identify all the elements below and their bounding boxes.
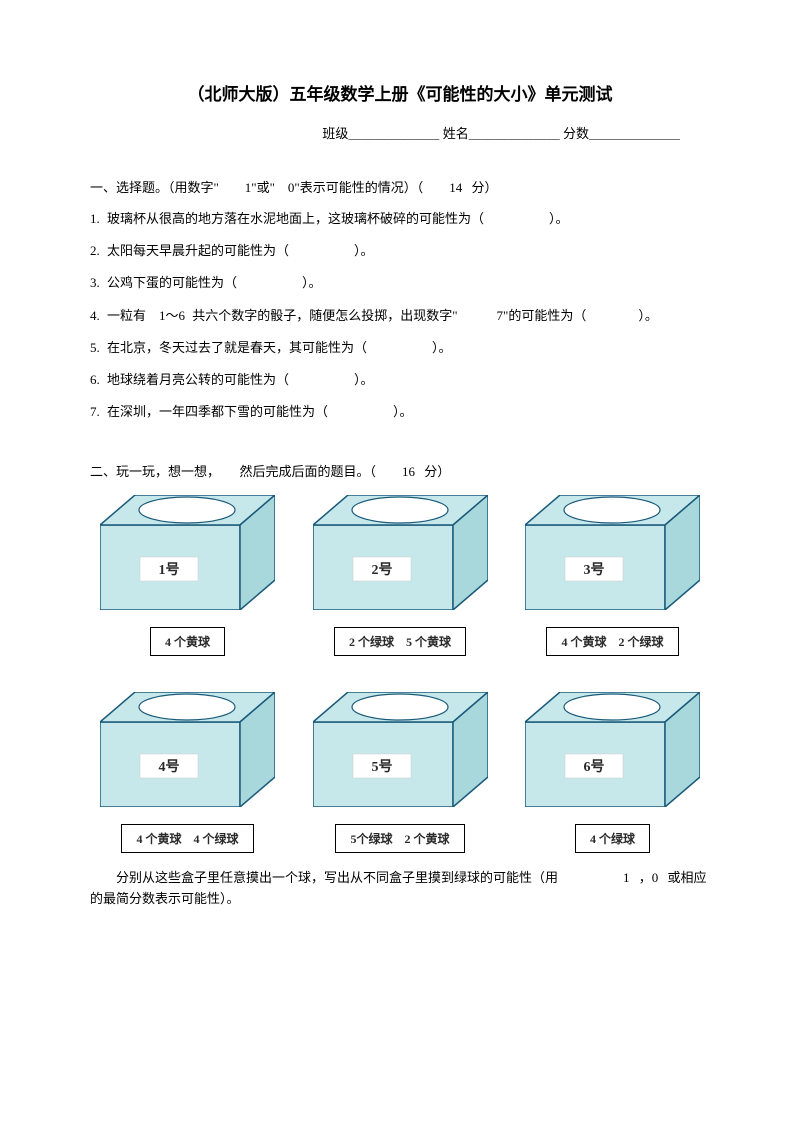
box-icon: 1号 — [100, 495, 275, 610]
boxes-grid: 1号 4 个黄球 2号 2 个绿球 5 个黄球 3号 4 个黄球 2 个绿球 4… — [90, 495, 710, 853]
box-row-2: 4号 4 个黄球 4 个绿球 5号 5个绿球 2 个黄球 6号 4 个绿球 — [90, 692, 710, 853]
box-icon: 5号 — [313, 692, 488, 807]
box-caption: 4 个绿球 — [575, 824, 650, 853]
question-4: 4. 一粒有 1～6 共六个数字的骰子，随便怎么投掷，出现数字" 7"的可能性为… — [90, 307, 710, 325]
section2-heading: 二、玩一玩，想一想， 然后完成后面的题目。（ 16 分） — [90, 461, 710, 480]
question-3: 3. 公鸡下蛋的可能性为（ ）。 — [90, 274, 710, 292]
svg-text:6号: 6号 — [584, 759, 605, 775]
svg-text:1号: 1号 — [159, 562, 180, 578]
svg-text:4号: 4号 — [159, 759, 180, 775]
box-unit: 4号 4 个黄球 4 个绿球 — [100, 692, 275, 853]
box-caption: 4 个黄球 2 个绿球 — [546, 627, 678, 656]
box-caption: 2 个绿球 5 个黄球 — [334, 627, 466, 656]
class-blank[interactable]: ＿＿＿＿＿＿＿ — [348, 123, 439, 142]
header-fields: 班级＿＿＿＿＿＿＿ 姓名＿＿＿＿＿＿＿ 分数＿＿＿＿＿＿＿ — [90, 123, 710, 142]
box-3d: 6号 — [525, 692, 700, 812]
score-label: 分数 — [563, 126, 589, 141]
box-unit: 5号 5个绿球 2 个黄球 — [313, 692, 488, 853]
box-caption: 4 个黄球 4 个绿球 — [121, 824, 253, 853]
box-caption: 5个绿球 2 个黄球 — [335, 824, 464, 853]
box-icon: 3号 — [525, 495, 700, 610]
score-blank[interactable]: ＿＿＿＿＿＿＿ — [589, 123, 680, 142]
question-5: 5. 在北京，冬天过去了就是春天，其可能性为（ ）。 — [90, 339, 710, 357]
box-unit: 2号 2 个绿球 5 个黄球 — [313, 495, 488, 656]
box-3d: 5号 — [313, 692, 488, 812]
page-title: （北师大版）五年级数学上册《可能性的大小》单元测试 — [90, 80, 710, 105]
box-unit: 6号 4 个绿球 — [525, 692, 700, 853]
svg-text:5号: 5号 — [371, 759, 392, 775]
box-icon: 6号 — [525, 692, 700, 807]
box-unit: 3号 4 个黄球 2 个绿球 — [525, 495, 700, 656]
section1-heading: 一、选择题。（用数字" 1"或" 0"表示可能性的情况）（ 14 分） — [90, 177, 710, 196]
box-3d: 3号 — [525, 495, 700, 615]
question-1: 1. 玻璃杯从很高的地方落在水泥地面上，这玻璃杯破碎的可能性为（ ）。 — [90, 210, 710, 228]
box-3d: 1号 — [100, 495, 275, 615]
box-row-1: 1号 4 个黄球 2号 2 个绿球 5 个黄球 3号 4 个黄球 2 个绿球 — [90, 495, 710, 656]
svg-text:2号: 2号 — [371, 562, 392, 578]
box-icon: 4号 — [100, 692, 275, 807]
box-icon: 2号 — [313, 495, 488, 610]
name-blank[interactable]: ＿＿＿＿＿＿＿ — [469, 123, 560, 142]
question-2: 2. 太阳每天早晨升起的可能性为（ ）。 — [90, 242, 710, 260]
box-unit: 1号 4 个黄球 — [100, 495, 275, 656]
question-7: 7. 在深圳，一年四季都下雪的可能性为（ ）。 — [90, 403, 710, 421]
box-caption: 4 个黄球 — [150, 627, 225, 656]
section2-instruction: 分别从这些盒子里任意摸出一个球，写出从不同盒子里摸到绿球的可能性（用 1 ，0 … — [90, 868, 710, 910]
box-3d: 2号 — [313, 495, 488, 615]
box-3d: 4号 — [100, 692, 275, 812]
svg-text:3号: 3号 — [584, 562, 605, 578]
question-6: 6. 地球绕着月亮公转的可能性为（ ）。 — [90, 371, 710, 389]
class-label: 班级 — [322, 126, 348, 141]
name-label: 姓名 — [443, 126, 469, 141]
